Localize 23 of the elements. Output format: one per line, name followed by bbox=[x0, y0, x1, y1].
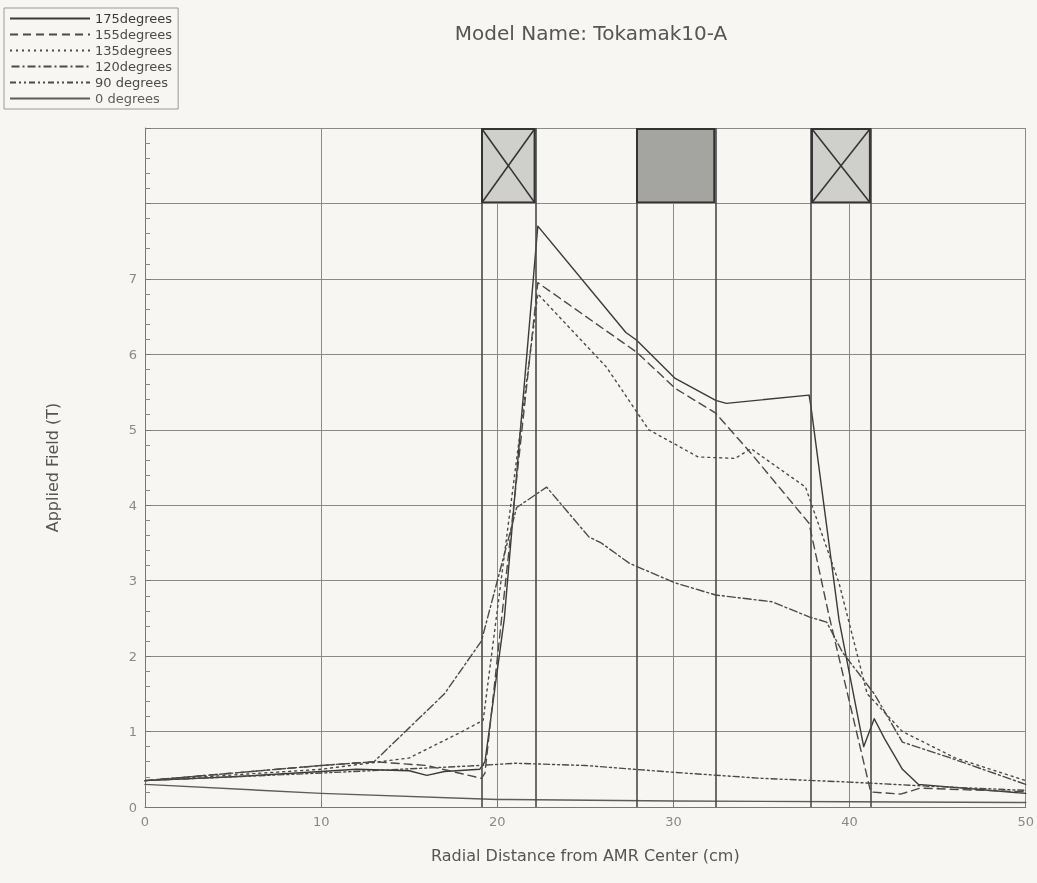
legend-label: 135degrees bbox=[95, 43, 173, 58]
y-tick-label: 0 bbox=[128, 799, 137, 815]
text: 175degrees bbox=[95, 11, 173, 26]
x-tick-label: 50 bbox=[1017, 814, 1034, 829]
y-tick-label: 7 bbox=[128, 271, 137, 287]
x-tick-label: 40 bbox=[841, 814, 858, 829]
x-tick-label: 10 bbox=[312, 814, 330, 829]
y-tick-label: 4 bbox=[128, 497, 137, 513]
text: 0 degrees bbox=[95, 91, 160, 106]
y-tick-label: 2 bbox=[128, 648, 137, 664]
y-tick-label: 5 bbox=[128, 422, 137, 438]
legend-label: 90 degrees bbox=[95, 75, 169, 90]
y-tick-label: 1 bbox=[128, 724, 137, 740]
x-tick-label: 20 bbox=[489, 814, 506, 829]
x-tick-label: 0 bbox=[140, 814, 150, 829]
x-axis-title: Radial Distance from AMR Center (cm) bbox=[431, 845, 740, 865]
y-tick-label: 3 bbox=[128, 573, 137, 589]
x-tick-label: 30 bbox=[665, 814, 682, 829]
chart-title: Model Name: Tokamak10-A bbox=[454, 21, 728, 45]
y-axis-title: Applied Field (T) bbox=[42, 402, 62, 533]
y-tick-label: 6 bbox=[128, 346, 137, 362]
legend-label: 155degrees bbox=[95, 27, 173, 42]
legend-label: 120degrees bbox=[95, 59, 173, 74]
